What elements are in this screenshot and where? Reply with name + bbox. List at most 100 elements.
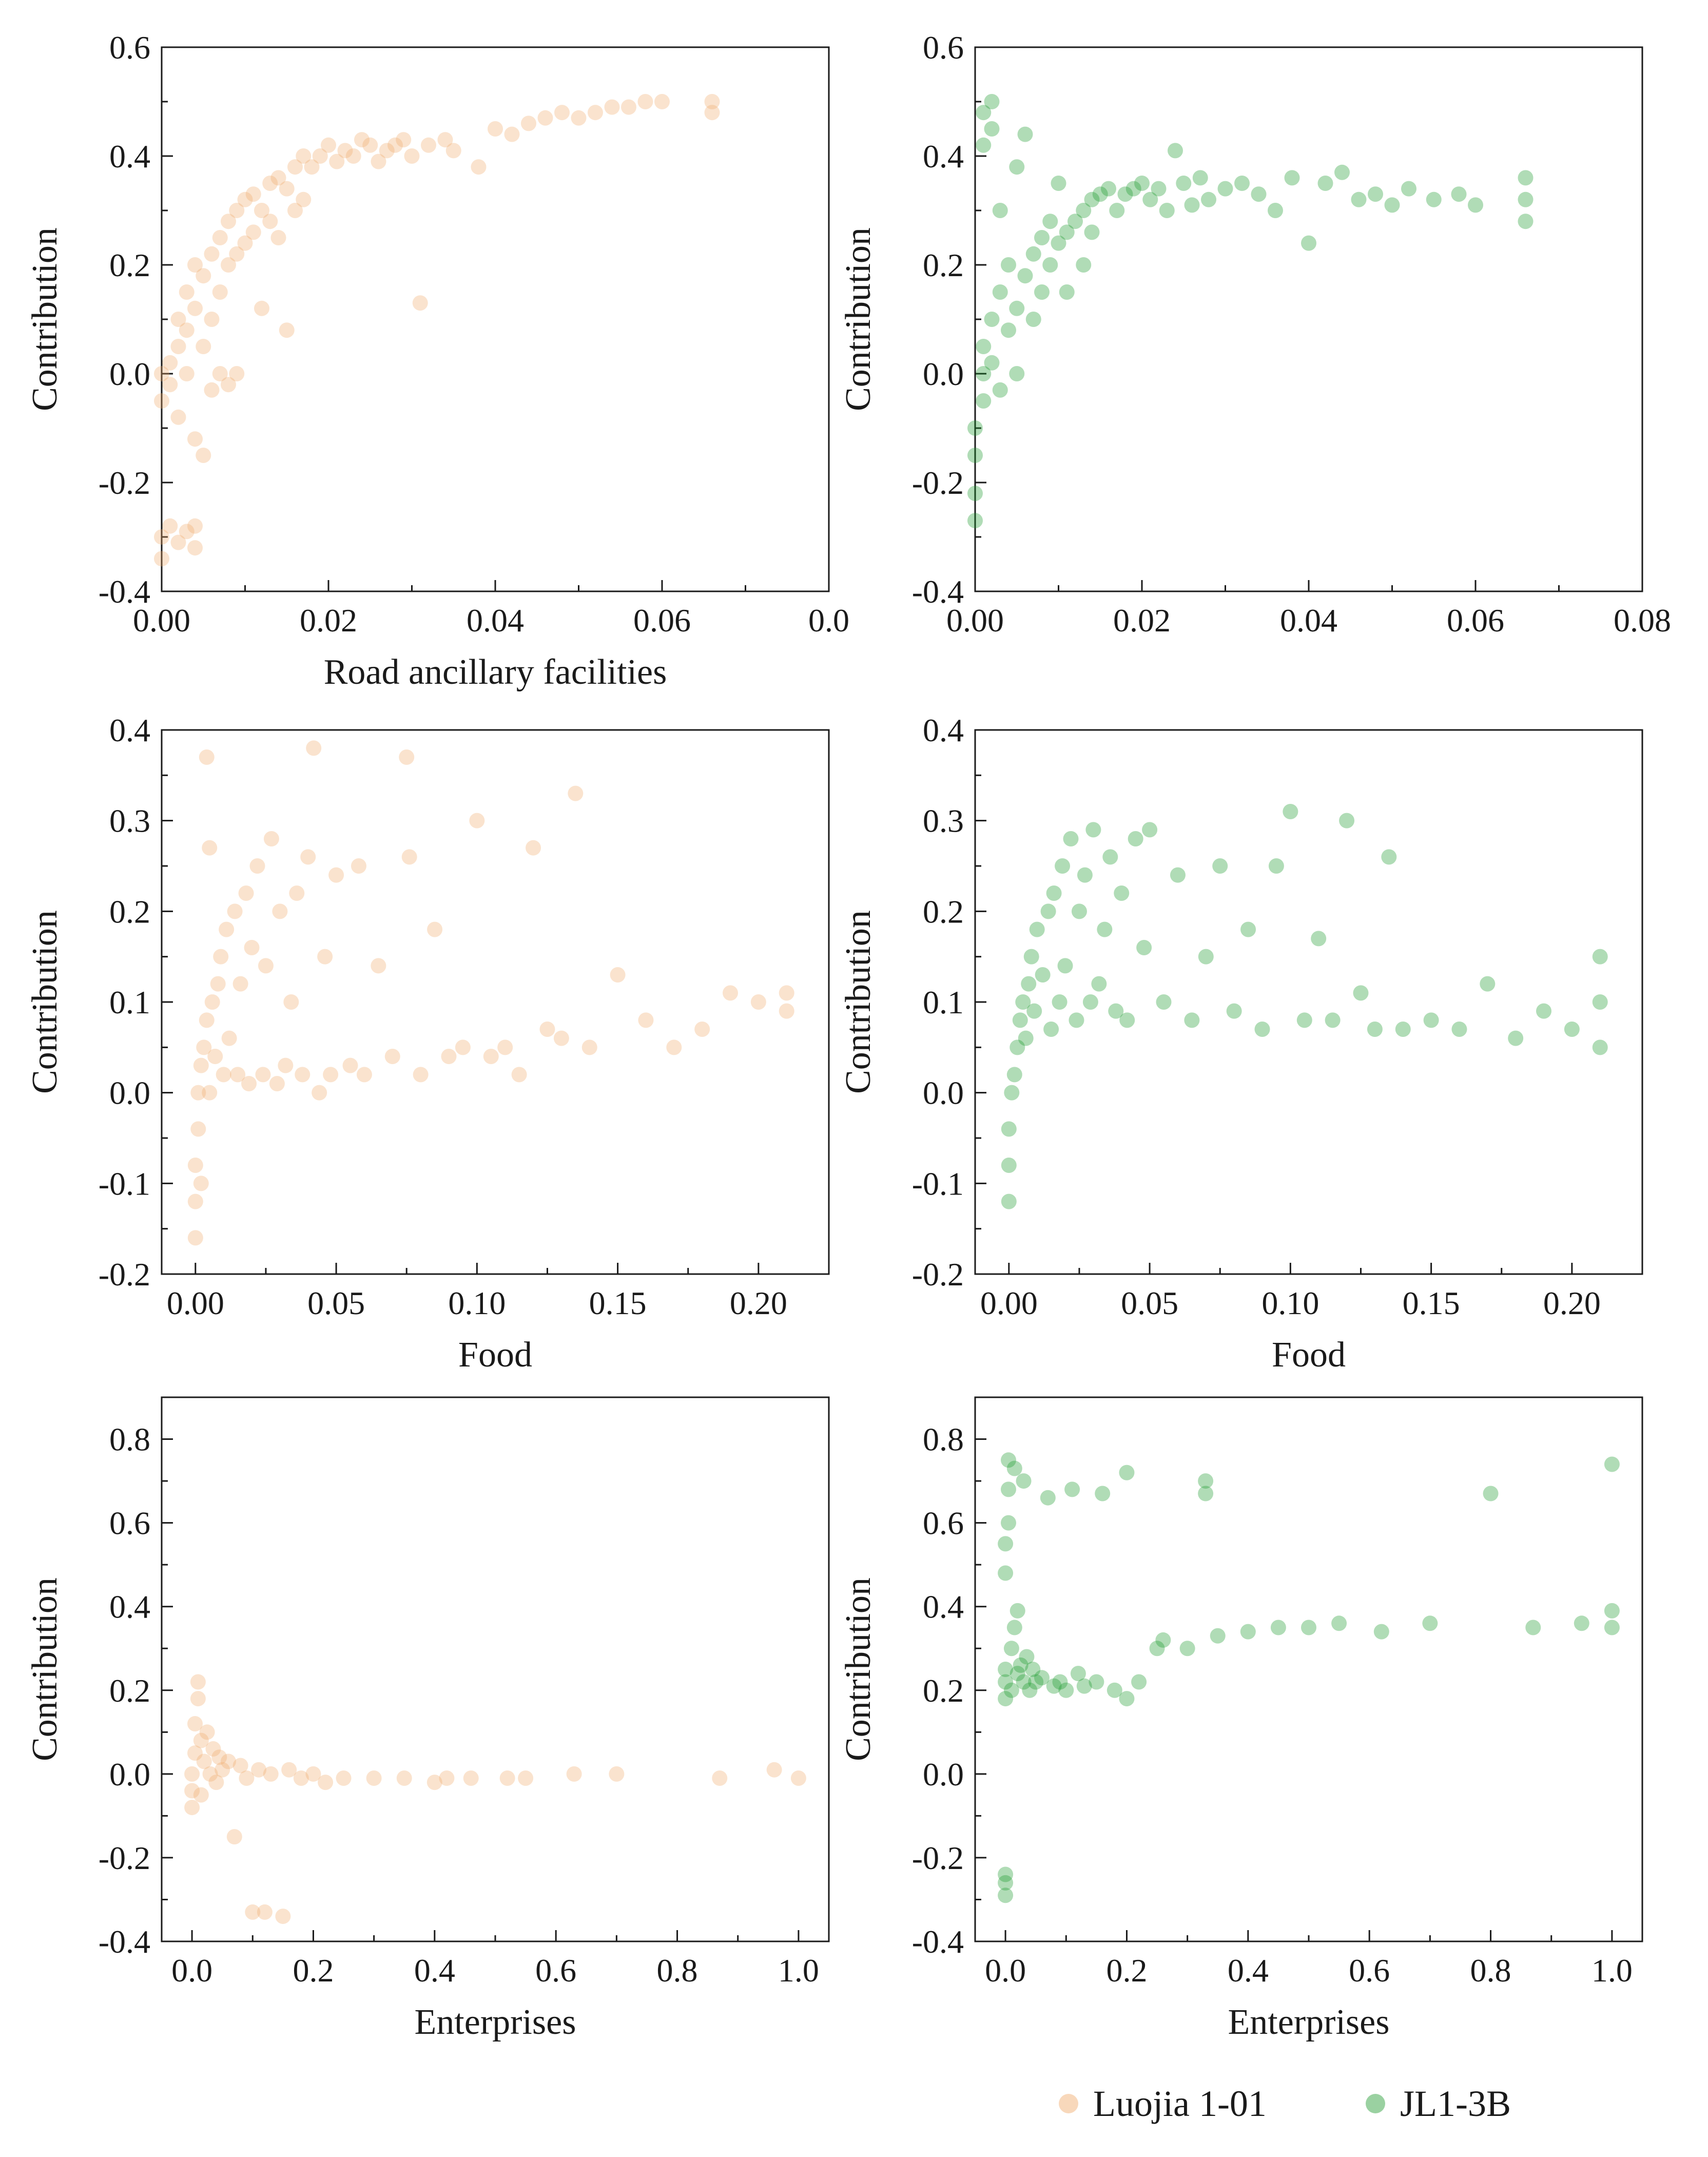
food-jl1-point (1592, 994, 1608, 1010)
food-jl1-point (1564, 1022, 1580, 1037)
road-luojia-xtick-label: 0.0 (808, 602, 849, 639)
road-luojia-point (396, 132, 412, 148)
food-jl1-ytick-label: 0.1 (923, 984, 964, 1020)
road-luojia-point (170, 534, 186, 550)
road-jl1-point (976, 137, 992, 153)
food-jl1-point (1283, 804, 1298, 819)
road-luojia-point (488, 121, 503, 137)
road-luojia-point (237, 191, 253, 207)
food-jl1-ytick-label: -0.2 (912, 1256, 964, 1293)
road-luojia-point (345, 148, 361, 164)
road-luojia-point (270, 230, 286, 245)
road-luojia-point (588, 105, 603, 121)
road-luojia-point (212, 230, 228, 245)
road-jl1-point (984, 94, 1000, 109)
road-jl1-point (967, 513, 983, 529)
road-jl1-point (1301, 235, 1316, 251)
road-luojia-point (170, 312, 186, 327)
food-jl1-point (1451, 1022, 1467, 1037)
road-luojia-point (187, 257, 203, 273)
ent-luojia-point (221, 1754, 236, 1769)
food-jl1-point (1001, 1121, 1017, 1137)
ent-jl1-point (1483, 1486, 1499, 1501)
food-jl1-point (1156, 994, 1172, 1010)
food-jl1-point (1198, 949, 1214, 965)
food-luojia-ytick-label: -0.2 (99, 1256, 150, 1293)
ent-jl1-point (1001, 1515, 1016, 1531)
food-jl1-xtick-label: 0.10 (1261, 1285, 1319, 1321)
food-luojia-point (272, 903, 288, 919)
ent-jl1-point (1040, 1490, 1056, 1506)
ent-jl1-point (1331, 1615, 1347, 1631)
food-luojia-point (323, 1067, 339, 1083)
food-jl1-point (1325, 1012, 1341, 1028)
ent-jl1-point (1198, 1486, 1214, 1501)
ent-jl1-point (1052, 1674, 1068, 1690)
ent-luojia-point (193, 1787, 209, 1803)
food-jl1-point (1012, 1012, 1028, 1028)
food-luojia-point (219, 921, 235, 937)
food-jl1-point (1043, 1022, 1059, 1037)
road-luojia-point (537, 110, 553, 126)
ent-jl1-point (1270, 1620, 1286, 1635)
food-jl1-point (1085, 822, 1101, 838)
ent-luojia-point (439, 1770, 455, 1786)
food-luojia-point (187, 1230, 203, 1246)
road-jl1-point (992, 382, 1008, 398)
road-jl1-point (1192, 170, 1208, 186)
road-luojia-point (245, 186, 261, 202)
road-jl1-point (992, 284, 1008, 300)
road-luojia-point (154, 366, 169, 381)
ent-jl1-point (1119, 1691, 1135, 1707)
food-luojia-point (202, 1085, 218, 1101)
food-jl1-point (1395, 1022, 1411, 1037)
ent-luojia-ytick-label: -0.2 (99, 1840, 150, 1876)
food-luojia-point (413, 1067, 429, 1083)
road-jl1-point (1017, 268, 1033, 284)
ent-luojia-point (609, 1766, 625, 1782)
road-jl1-point (984, 121, 1000, 137)
food-jl1-point (1021, 976, 1037, 992)
ent-jl1-point (1025, 1662, 1041, 1677)
food-jl1-point (1091, 976, 1107, 992)
road-jl1-ylabel: Contribution (839, 227, 878, 411)
road-jl1-point (1059, 284, 1075, 300)
ent-jl1-point (1373, 1624, 1389, 1640)
food-luojia-point (483, 1049, 499, 1064)
road-luojia-point (521, 115, 536, 131)
road-luojia-point (162, 518, 178, 534)
ent-jl1-point (1119, 1465, 1135, 1480)
ent-luojia-ytick-label: 0.2 (109, 1672, 150, 1709)
ent-jl1-point (1604, 1603, 1620, 1619)
road-luojia-point (187, 300, 203, 316)
food-luojia-point (187, 1193, 203, 1209)
ent-jl1-ytick-label: -0.4 (912, 1923, 964, 1960)
ent-luojia-point (305, 1766, 321, 1782)
ent-jl1-point (1604, 1456, 1620, 1472)
road-luojia-point (445, 143, 461, 159)
ent-luojia-point (518, 1770, 534, 1786)
ent-luojia-point (263, 1766, 279, 1782)
ent-jl1-xtick-label: 0.2 (1106, 1952, 1147, 1989)
road-jl1-point (1042, 214, 1058, 229)
food-luojia-point (581, 1039, 597, 1055)
food-luojia-xtick-label: 0.10 (448, 1285, 506, 1321)
road-jl1-point (1168, 143, 1183, 159)
food-jl1-point (1381, 849, 1397, 865)
ent-jl1-point (998, 1875, 1014, 1891)
ent-jl1-point (1095, 1486, 1111, 1501)
food-luojia-panel: -0.2 -0.1 0.0 0.1 0.2 0.3 0.4 0.00 0.05 0.10 0.15 0… (25, 712, 830, 1375)
ent-luojia-point (318, 1775, 334, 1790)
road-luojia-point (179, 524, 195, 540)
food-luojia-point (230, 1067, 246, 1083)
ent-luojia-ytick-label: 0.6 (109, 1505, 150, 1542)
road-luojia-point (262, 176, 278, 191)
food-luojia-point (278, 1057, 294, 1073)
road-jl1-point (1176, 176, 1192, 191)
road-luojia-point (212, 366, 228, 381)
food-luojia-point (269, 1076, 285, 1091)
ent-luojia-point (187, 1745, 203, 1761)
road-luojia-ytick-label: -0.2 (99, 465, 150, 501)
food-luojia-point (249, 858, 265, 874)
ent-jl1-point (1010, 1603, 1025, 1619)
